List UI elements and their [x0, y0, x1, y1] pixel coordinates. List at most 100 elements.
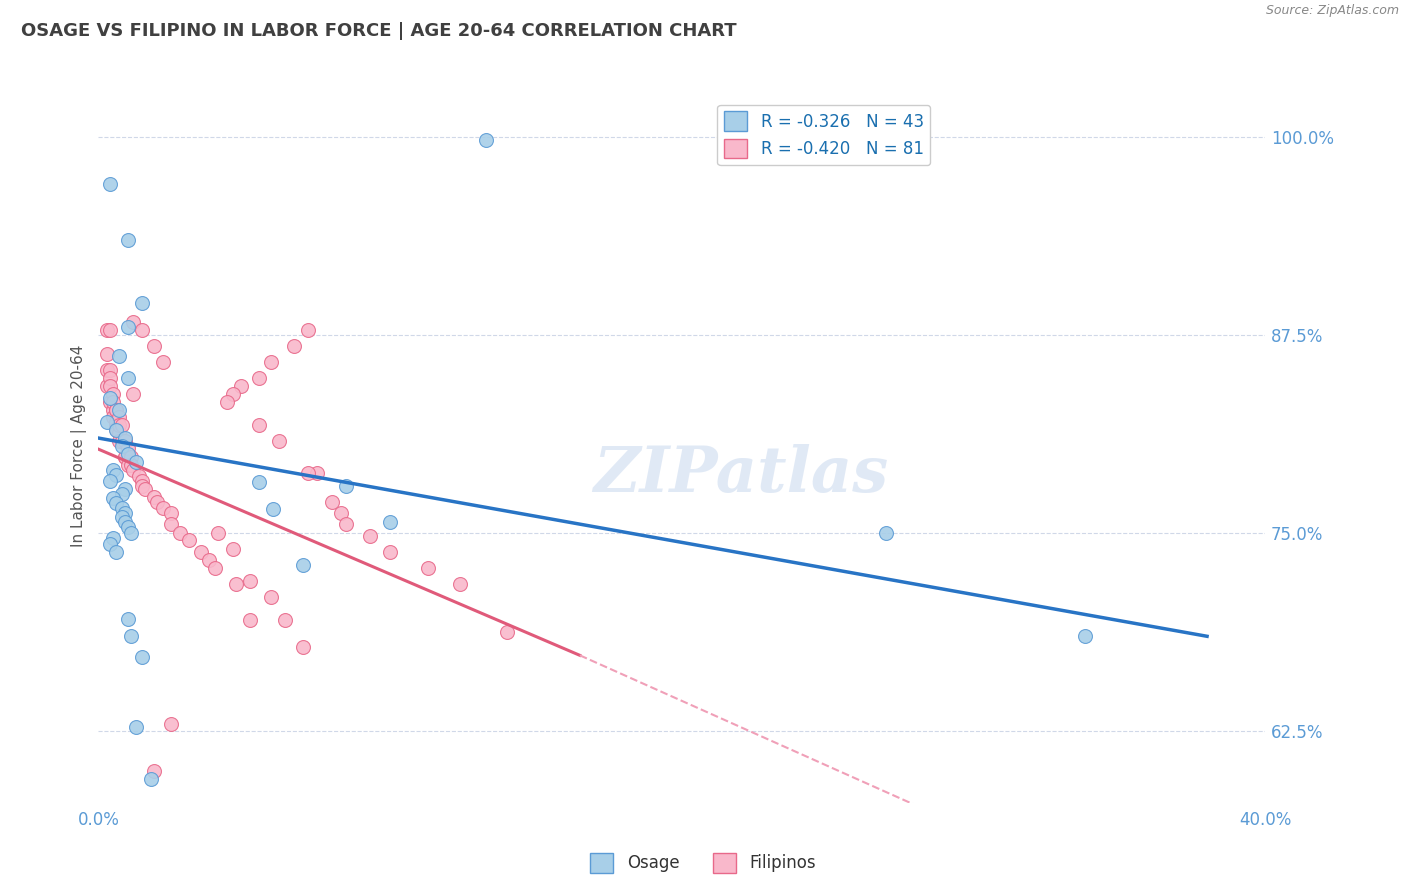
- Point: [98, 378, 121, 392]
- Point: [198, 553, 221, 567]
- Point: [108, 410, 131, 425]
- Point: [111, 439, 134, 453]
- Point: [120, 629, 142, 643]
- Point: [111, 434, 134, 449]
- Point: [259, 590, 281, 604]
- Point: [98, 392, 121, 406]
- Legend: Osage, Filipinos: Osage, Filipinos: [583, 847, 823, 880]
- Point: [104, 496, 127, 510]
- Point: [378, 545, 402, 559]
- Point: [120, 526, 142, 541]
- Point: [225, 577, 247, 591]
- Point: [104, 415, 127, 429]
- Point: [146, 494, 169, 508]
- Point: [117, 520, 139, 534]
- Point: [247, 371, 270, 385]
- Point: [128, 469, 150, 483]
- Point: [104, 402, 127, 417]
- Point: [449, 577, 471, 591]
- Text: ZIPatlas: ZIPatlas: [593, 444, 887, 505]
- Point: [96, 363, 118, 377]
- Point: [104, 418, 127, 433]
- Point: [160, 516, 183, 531]
- Point: [108, 402, 131, 417]
- Point: [207, 526, 229, 541]
- Point: [98, 363, 121, 377]
- Point: [104, 467, 127, 482]
- Point: [152, 500, 174, 515]
- Point: [416, 561, 439, 575]
- Point: [117, 441, 139, 455]
- Point: [335, 478, 357, 492]
- Point: [231, 378, 253, 392]
- Point: [131, 296, 153, 310]
- Point: [142, 490, 165, 504]
- Text: Source: ZipAtlas.com: Source: ZipAtlas.com: [1265, 4, 1399, 18]
- Point: [96, 378, 118, 392]
- Point: [114, 515, 136, 529]
- Point: [177, 533, 200, 547]
- Point: [297, 323, 319, 337]
- Point: [101, 410, 124, 425]
- Point: [120, 450, 142, 464]
- Point: [98, 323, 121, 337]
- Point: [101, 491, 124, 506]
- Point: [101, 531, 124, 545]
- Y-axis label: In Labor Force | Age 20-64: In Labor Force | Age 20-64: [72, 345, 87, 547]
- Point: [142, 339, 165, 353]
- Point: [291, 640, 314, 655]
- Point: [117, 233, 139, 247]
- Point: [160, 716, 183, 731]
- Point: [117, 458, 139, 472]
- Point: [117, 612, 139, 626]
- Point: [98, 537, 121, 551]
- Point: [122, 463, 145, 477]
- Point: [321, 494, 343, 508]
- Point: [204, 561, 226, 575]
- Point: [131, 474, 153, 488]
- Point: [131, 323, 153, 337]
- Text: OSAGE VS FILIPINO IN LABOR FORCE | AGE 20-64 CORRELATION CHART: OSAGE VS FILIPINO IN LABOR FORCE | AGE 2…: [21, 22, 737, 40]
- Point: [114, 506, 136, 520]
- Point: [142, 764, 165, 778]
- Point: [131, 649, 153, 664]
- Point: [104, 545, 127, 559]
- Point: [125, 455, 148, 469]
- Point: [114, 431, 136, 445]
- Point: [378, 515, 402, 529]
- Point: [152, 355, 174, 369]
- Point: [108, 418, 131, 433]
- Point: [291, 558, 314, 572]
- Point: [221, 386, 243, 401]
- Point: [169, 526, 191, 541]
- Point: [134, 482, 156, 496]
- Point: [101, 386, 124, 401]
- Point: [475, 133, 498, 147]
- Point: [297, 466, 319, 480]
- Point: [125, 720, 148, 734]
- Point: [247, 475, 270, 490]
- Point: [122, 386, 145, 401]
- Point: [108, 349, 131, 363]
- Point: [111, 418, 134, 433]
- Point: [247, 418, 270, 433]
- Point: [98, 371, 121, 385]
- Point: [215, 394, 238, 409]
- Point: [96, 347, 118, 361]
- Point: [495, 624, 517, 639]
- Point: [335, 516, 357, 531]
- Point: [262, 502, 284, 516]
- Point: [114, 482, 136, 496]
- Point: [283, 339, 305, 353]
- Point: [239, 574, 262, 588]
- Point: [139, 772, 162, 786]
- Point: [117, 371, 139, 385]
- Point: [329, 506, 352, 520]
- Point: [239, 614, 262, 628]
- Point: [111, 500, 134, 515]
- Point: [875, 526, 897, 541]
- Point: [269, 434, 291, 449]
- Point: [98, 178, 121, 192]
- Legend: R = -0.326   N = 43, R = -0.420   N = 81: R = -0.326 N = 43, R = -0.420 N = 81: [717, 104, 931, 165]
- Point: [111, 486, 134, 500]
